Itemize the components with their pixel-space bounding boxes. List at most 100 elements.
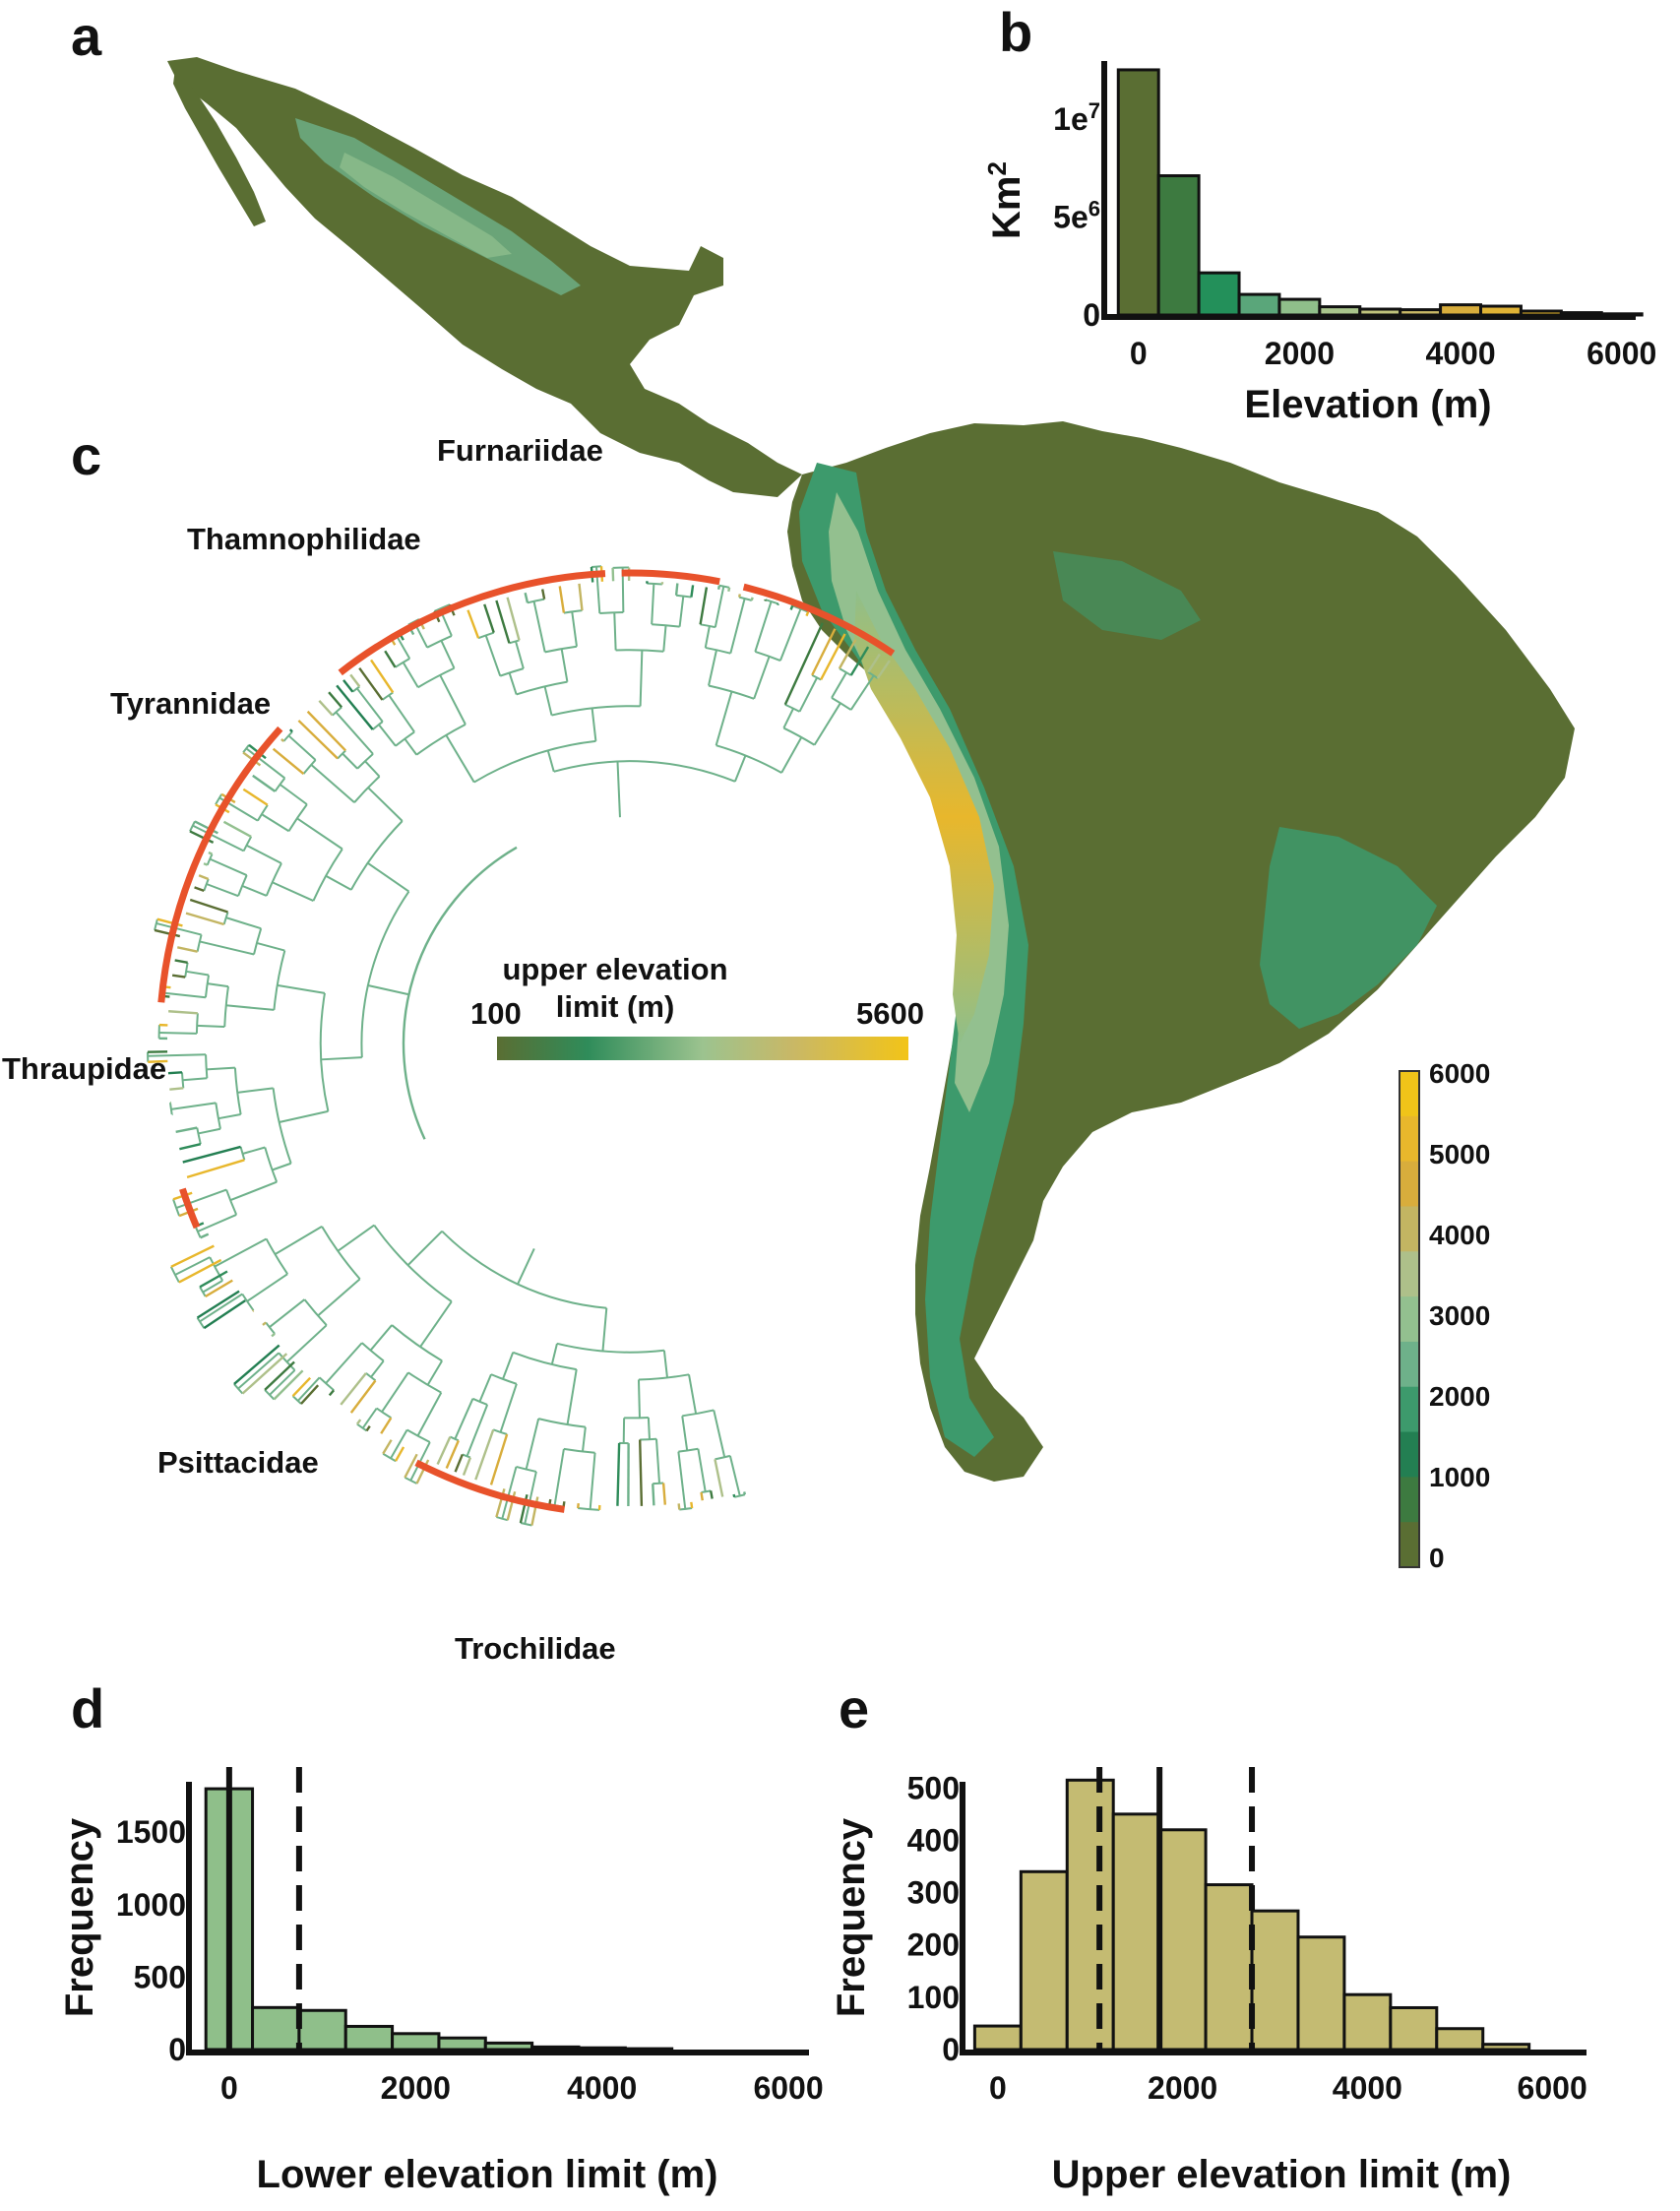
tree-stem-b (517, 1248, 535, 1285)
tree-stem-bbaa (502, 1352, 515, 1380)
tree-node-arc-lbbab (215, 1103, 221, 1129)
tree-node-arc-ubbbb (372, 721, 384, 730)
tree-tip-labbbba (198, 874, 210, 881)
tree-tip-lbbbaa (182, 1145, 241, 1164)
tree-tip-uabbaa (750, 597, 754, 601)
clade-arcs (157, 569, 896, 1513)
tree-stem-labbb (241, 884, 268, 897)
panel-d-bars (204, 1787, 674, 2052)
tree-tip-labbbab (203, 862, 209, 866)
tree-stem-lbbaba (170, 1102, 217, 1110)
tree-tip-labbaa (222, 820, 252, 838)
tree-node-arc-labab (257, 804, 269, 822)
clade-arc-1 (621, 569, 720, 586)
tree-node-arc-ubabba (509, 639, 520, 645)
tree-tip-babbbbb (415, 1459, 430, 1485)
panel-e-bar-9 (1389, 2005, 1439, 2052)
panel-b-x-tick-4000: 4000 (1425, 336, 1495, 371)
map-legend-bin-0 (1400, 1071, 1419, 1117)
tree-stem-uabba (729, 598, 746, 654)
tree-node-arc-laaba (282, 730, 293, 742)
tree-tip-lbaabb (177, 946, 198, 953)
tree-tip-babbaab (365, 1425, 371, 1432)
tree-stem-lbbabb (198, 1127, 221, 1135)
tree-tip-ubabbba (483, 603, 495, 634)
tree-stem-ubaab (613, 612, 617, 651)
tree-stem-baabba (237, 1352, 280, 1390)
tree-node-arc-lbabaa (184, 962, 189, 978)
tree-stem-ua (733, 755, 747, 783)
clade-label-thamnophilidae: Thamnophilidae (187, 522, 421, 556)
map-mexico-central-america (167, 57, 802, 497)
tree-stem-baaaba (199, 1293, 243, 1323)
tree-stem-labb (272, 881, 314, 902)
map-legend-tick-4000: 4000 (1429, 1220, 1490, 1250)
tree-node-arc-ubab (516, 680, 568, 696)
tree-stem-bbaab (499, 1383, 518, 1433)
tree-node-arc-lbba (233, 1067, 242, 1115)
panel-b-tick-labels: 0 2000 4000 6000 1e7 5e6 0 (1053, 98, 1656, 371)
tree-stem-labbbb (206, 883, 239, 898)
tree-tip-bbbbba (714, 1459, 724, 1497)
panel-e-bar-11 (1481, 2043, 1531, 2052)
tree-node-arc-uaaa (831, 696, 852, 711)
tree-stem-bbaaa (478, 1373, 492, 1403)
tree-stem-baabbb (269, 1369, 296, 1396)
map-legend-colorbar (1400, 1071, 1419, 1568)
panel-d-bar-2 (297, 2008, 347, 2052)
tree-stem-lbaab (199, 940, 255, 956)
tree-stem-ubaaaa (678, 596, 685, 627)
tree-tip-baabab (271, 1332, 276, 1338)
panel-e-x-label: Upper elevation limit (m) (1052, 2153, 1512, 2196)
clade-label-furnariidae: Furnariidae (437, 433, 603, 468)
tree-tip-baabbbb (273, 1369, 304, 1401)
tree-tip-lbbaabb (169, 1087, 184, 1091)
tree-stem-bbabab (524, 1471, 537, 1525)
tree-tip-laaabb (297, 720, 339, 760)
tree-tip-ubaaaab (674, 583, 679, 596)
tree-stem-ubabba (515, 641, 525, 669)
tree-node-arc-lbaab (196, 934, 203, 952)
tree-stem-ubaaab (651, 583, 655, 625)
panel-d-bar-5 (437, 2036, 487, 2052)
map-andes-high (854, 591, 994, 1043)
tree-tip-babbbab (395, 1446, 405, 1462)
tree-tip-bbaaaaa (436, 1436, 452, 1465)
tree-node-arc-uabb (705, 646, 731, 655)
map-baja-california (173, 69, 266, 226)
tree-node-arc-lbb (272, 1088, 292, 1165)
panel-e-bar-4 (1157, 1828, 1208, 2052)
tree-stem-lbbaab (182, 1077, 208, 1082)
tree-node-arc-bbab (537, 1418, 586, 1428)
panel-b-y-tick-2: 0 (1083, 297, 1100, 333)
tree-stem-uaaba (798, 676, 819, 713)
panel-e-y-tick-0: 0 (942, 2032, 960, 2067)
panel-e-x-tick-0: 0 (989, 2070, 1007, 2106)
tree-tip-baaabab (203, 1299, 246, 1330)
tree-tip-babbaaa (355, 1419, 362, 1425)
tree-node-arc-ua (716, 744, 782, 774)
tree-tip-uaaaab (867, 653, 881, 673)
tree-tip-baaaabb (205, 1279, 233, 1298)
panel-e-bar-1 (1019, 1869, 1069, 2052)
map-legend-bin-10 (1400, 1522, 1419, 1568)
tree-stem-ubbaa (440, 640, 456, 669)
map-mexico-plateau (340, 153, 512, 258)
clade-label-psittacidae: Psittacidae (157, 1445, 319, 1480)
tree-stem-ubabb (508, 672, 518, 695)
tree-tip-baaaaab (178, 1258, 222, 1284)
tree-node-arc-laaaa (332, 706, 342, 717)
tree-stem-bbbbbb (728, 1455, 741, 1496)
tree-node-arc-ubbbba (351, 685, 360, 693)
tree-tip-bbbaba (638, 1439, 644, 1506)
panel-d-x-tick-6000: 6000 (753, 2070, 823, 2106)
tree-stem-bbbabb (654, 1438, 661, 1484)
tree-stem-ubb (445, 734, 475, 784)
tree-stem-uaab (782, 708, 794, 728)
tree-tip-bbaaaba (454, 1453, 464, 1473)
tree-node-arc-ubaab (599, 610, 624, 615)
clade-arc-0 (742, 583, 896, 657)
map-legend-bin-5 (1400, 1296, 1419, 1343)
map-brazil-highlands (1260, 827, 1437, 1029)
